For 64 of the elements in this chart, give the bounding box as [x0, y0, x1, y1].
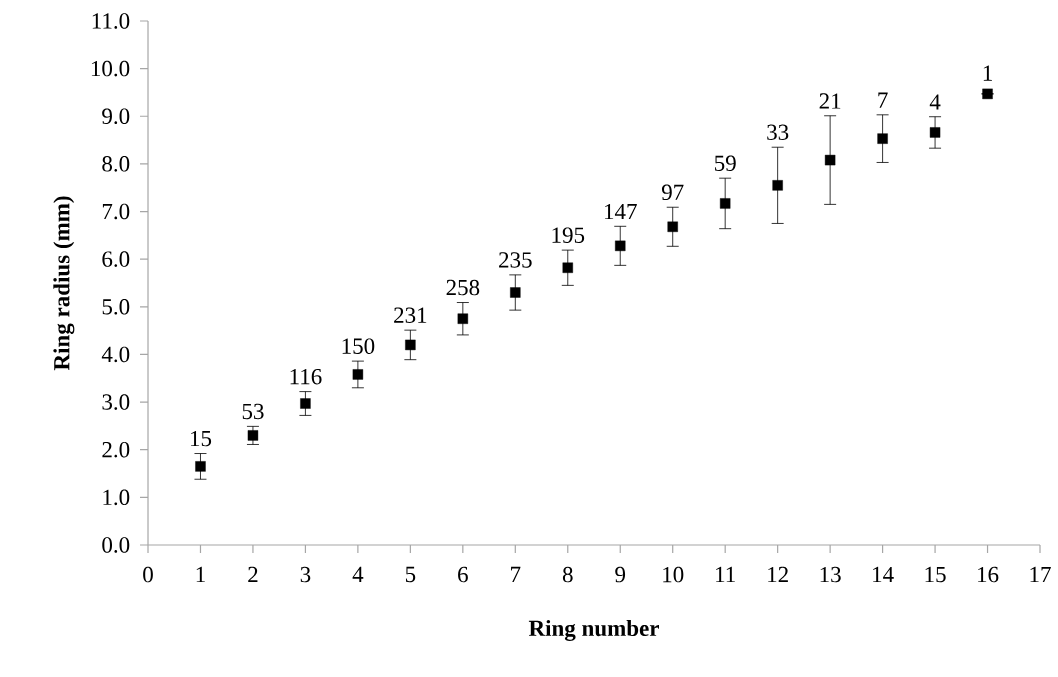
x-tick-label: 7	[511, 566, 521, 582]
x-tick-label: 1	[196, 566, 205, 583]
x-tick-label: 10	[663, 566, 684, 583]
point	[247, 430, 259, 441]
y-tick-label: 2.0	[102, 441, 130, 458]
x-axis-title: Ring number	[528, 619, 659, 641]
x-tick-label: 4	[352, 566, 364, 582]
point	[877, 133, 888, 144]
x-tick-label: 14	[873, 566, 894, 583]
annotation: 7	[878, 92, 888, 108]
x-tick-label: 15	[925, 566, 946, 583]
x-tick-label: 9	[615, 566, 626, 583]
point	[562, 262, 573, 273]
point	[615, 240, 626, 252]
annotation: 258	[446, 279, 480, 296]
point	[457, 313, 469, 324]
y-tick-label: 7.0	[102, 203, 130, 220]
point	[929, 127, 941, 138]
point	[772, 180, 783, 191]
y-tick-label: 5.0	[102, 298, 130, 315]
annotation: 150	[342, 338, 375, 354]
x-tick-label: 3	[300, 566, 311, 583]
x-tick-label: 0	[143, 566, 153, 583]
annotation: 235	[499, 252, 532, 268]
annotation: 4	[929, 94, 941, 110]
point	[510, 287, 521, 298]
x-tick-label: 6	[458, 566, 468, 583]
annotation: 116	[290, 368, 322, 385]
x-tick-label: 5	[405, 566, 416, 583]
point	[300, 398, 311, 409]
x-tick-label: 12	[768, 566, 788, 583]
annotation: 21	[819, 93, 841, 109]
annotation: 97	[661, 184, 684, 201]
y-tick-label: 9.0	[102, 108, 130, 125]
y-tick-label: 8.0	[102, 156, 130, 172]
annotation: 1	[983, 65, 992, 81]
x-tick-label: 2	[248, 566, 258, 583]
annotation: 147	[605, 203, 637, 220]
x-tick-label: 11	[716, 566, 735, 583]
annotation: 59	[715, 155, 736, 171]
y-tick-label: 4.0	[101, 346, 130, 363]
point	[195, 461, 206, 472]
point	[982, 88, 993, 100]
annotation: 15	[190, 430, 212, 447]
annotation: 231	[394, 307, 427, 323]
point	[719, 198, 731, 209]
x-tick-label: 16	[978, 566, 999, 583]
y-tick-label: 10.0	[91, 60, 130, 77]
x-tick-label: 13	[820, 566, 841, 583]
annotation: 33	[767, 124, 789, 141]
point	[405, 339, 416, 351]
x-tick-label: 17	[1030, 566, 1051, 583]
point	[824, 154, 836, 166]
point	[352, 369, 364, 380]
y-tick-label: 11.0	[92, 13, 130, 29]
x-tick-label: 8	[562, 566, 573, 583]
y-tick-label: 0.0	[102, 537, 130, 553]
point	[667, 221, 678, 232]
y-tick-label: 3.0	[102, 394, 130, 410]
y-tick-label: 6.0	[102, 251, 130, 267]
y-tick-label: 1.0	[103, 489, 130, 506]
annotation: 195	[552, 227, 585, 243]
y-axis-title: Ring radius (mm)	[53, 196, 75, 371]
annotation: 53	[242, 403, 264, 420]
